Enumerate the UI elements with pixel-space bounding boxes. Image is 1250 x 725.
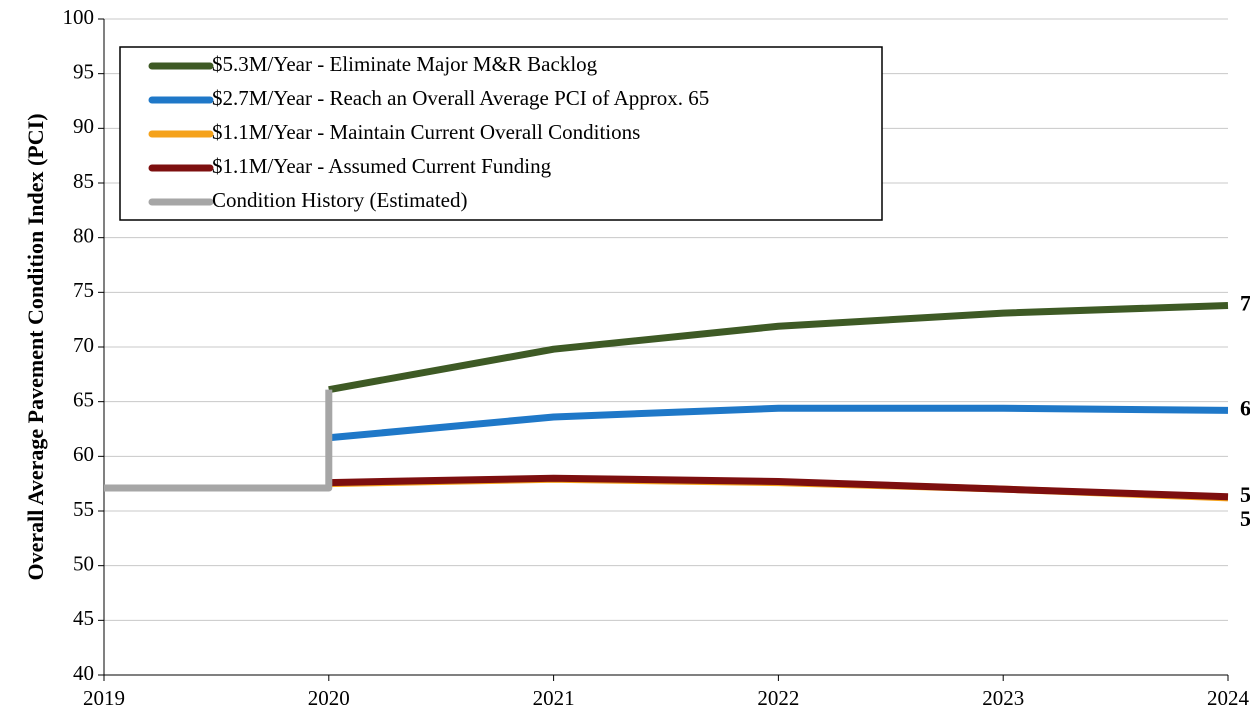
y-tick-label: 60 [73, 442, 94, 466]
y-tick-label: 90 [73, 114, 94, 138]
line-series [328, 474, 1229, 501]
x-tick-label: 2023 [982, 686, 1024, 710]
line-series [328, 404, 1229, 442]
x-tick-label: 2019 [83, 686, 125, 710]
y-tick-label: 100 [63, 5, 95, 29]
y-tick-label: 75 [73, 278, 94, 302]
value-label: 56 [1240, 482, 1250, 507]
y-tick-label: 55 [73, 497, 94, 521]
y-axis-title: Overall Average Pavement Condition Index… [23, 113, 48, 580]
x-tick-label: 2020 [308, 686, 350, 710]
y-tick-label: 65 [73, 387, 94, 411]
line-series [104, 389, 333, 492]
x-tick-label: 2024 [1207, 686, 1250, 710]
legend-label: $1.1M/Year - Maintain Current Overall Co… [212, 120, 640, 144]
y-tick-label: 95 [73, 59, 94, 83]
line-series [328, 301, 1229, 394]
y-tick-label: 85 [73, 169, 94, 193]
y-tick-label: 70 [73, 333, 94, 357]
legend-label: $2.7M/Year - Reach an Overall Average PC… [212, 86, 709, 110]
value-label: 74 [1240, 291, 1250, 316]
y-tick-label: 40 [73, 661, 94, 685]
y-tick-label: 45 [73, 606, 94, 630]
value-label: 64 [1240, 395, 1250, 420]
y-tick-label: 50 [73, 551, 94, 575]
x-tick-label: 2021 [533, 686, 575, 710]
legend-label: $5.3M/Year - Eliminate Major M&R Backlog [212, 52, 598, 76]
x-tick-label: 2022 [757, 686, 799, 710]
y-tick-label: 80 [73, 223, 94, 247]
legend-label: $1.1M/Year - Assumed Current Funding [212, 154, 552, 178]
legend-label: Condition History (Estimated) [212, 188, 467, 212]
value-label: 56 [1240, 506, 1250, 531]
legend-box [119, 46, 883, 221]
